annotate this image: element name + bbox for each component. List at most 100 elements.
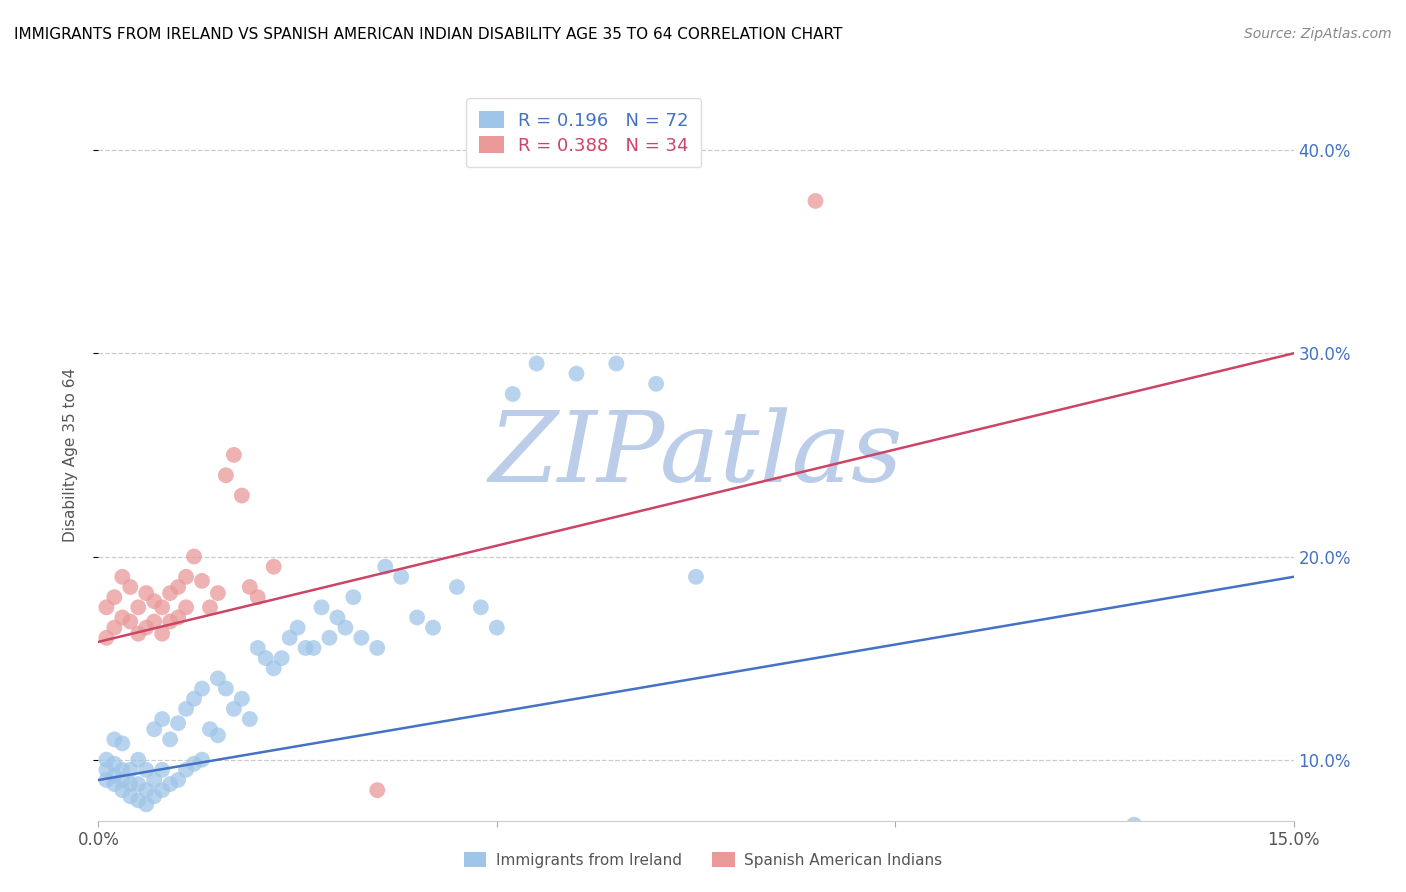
Point (198, 723, 221, 737)
Point (135, 797, 157, 812)
Point (174, 570, 197, 584)
Point (174, 702, 197, 716)
Text: Source: ZipAtlas.com: Source: ZipAtlas.com (1244, 27, 1392, 41)
Point (191, 574, 214, 588)
Point (207, 728, 229, 742)
Point (183, 691, 205, 706)
Point (270, 651, 292, 665)
Point (127, 793, 149, 807)
Point (150, 783, 173, 797)
Point (191, 753, 214, 767)
Point (239, 580, 262, 594)
Point (103, 732, 125, 747)
Point (446, 580, 468, 594)
Point (198, 600, 221, 615)
Point (150, 763, 173, 777)
Point (470, 600, 492, 615)
Point (485, 621, 508, 635)
Point (127, 600, 149, 615)
Point (685, 570, 707, 584)
Text: IMMIGRANTS FROM IRELAND VS SPANISH AMERICAN INDIAN DISABILITY AGE 35 TO 64 CORRE: IMMIGRANTS FROM IRELAND VS SPANISH AMERI… (14, 27, 842, 42)
Point (263, 661, 285, 675)
Point (318, 631, 340, 645)
Point (502, 387, 524, 401)
Point (135, 763, 157, 777)
Point (311, 600, 333, 615)
Point (120, 789, 142, 804)
Point (1123, 818, 1146, 832)
Point (231, 489, 253, 503)
Point (239, 712, 262, 726)
Point (263, 559, 285, 574)
Point (103, 621, 125, 635)
Point (183, 549, 205, 564)
Point (96, 753, 118, 767)
Point (167, 716, 190, 731)
Point (150, 600, 173, 615)
Point (127, 626, 149, 640)
Point (150, 712, 173, 726)
Point (246, 640, 269, 655)
Point (96, 763, 118, 777)
Y-axis label: Disability Age 35 to 64: Disability Age 35 to 64 (63, 368, 77, 542)
Point (167, 580, 190, 594)
Point (167, 610, 190, 624)
Point (120, 615, 142, 629)
Point (96, 772, 118, 787)
Point (135, 586, 157, 600)
Point (96, 631, 118, 645)
Point (335, 621, 357, 635)
Point (174, 600, 197, 615)
Point (111, 736, 134, 750)
Point (159, 615, 181, 629)
Point (120, 777, 142, 791)
Point (302, 640, 325, 655)
Point (326, 610, 349, 624)
Point (103, 756, 125, 771)
Point (183, 756, 205, 771)
Point (111, 772, 134, 787)
Point (215, 468, 238, 483)
Point (127, 777, 149, 791)
Point (191, 681, 214, 696)
Point (143, 594, 166, 608)
Point (111, 763, 134, 777)
Point (111, 570, 134, 584)
Point (246, 590, 269, 604)
Point (215, 681, 238, 696)
Point (120, 580, 142, 594)
Point (406, 610, 429, 624)
Point (103, 590, 125, 604)
Point (111, 783, 134, 797)
Point (103, 777, 125, 791)
Point (366, 640, 388, 655)
Point (143, 723, 166, 737)
Point (605, 357, 627, 371)
Point (294, 640, 316, 655)
Point (120, 763, 142, 777)
Point (159, 732, 181, 747)
Point (254, 651, 277, 665)
Point (350, 631, 373, 645)
Point (143, 615, 166, 629)
Point (222, 448, 245, 462)
Point (143, 772, 166, 787)
Point (96, 600, 118, 615)
Point (287, 621, 309, 635)
Point (207, 672, 229, 686)
Point (111, 610, 134, 624)
Point (222, 702, 245, 716)
Point (374, 559, 396, 574)
Point (150, 626, 173, 640)
Point (422, 621, 444, 635)
Point (231, 691, 253, 706)
Point (804, 194, 827, 208)
Point (103, 769, 125, 783)
Point (366, 783, 388, 797)
Point (127, 753, 149, 767)
Legend: Immigrants from Ireland, Spanish American Indians: Immigrants from Ireland, Spanish America… (456, 845, 950, 875)
Point (278, 631, 301, 645)
Point (135, 621, 157, 635)
Point (135, 783, 157, 797)
Point (167, 772, 190, 787)
